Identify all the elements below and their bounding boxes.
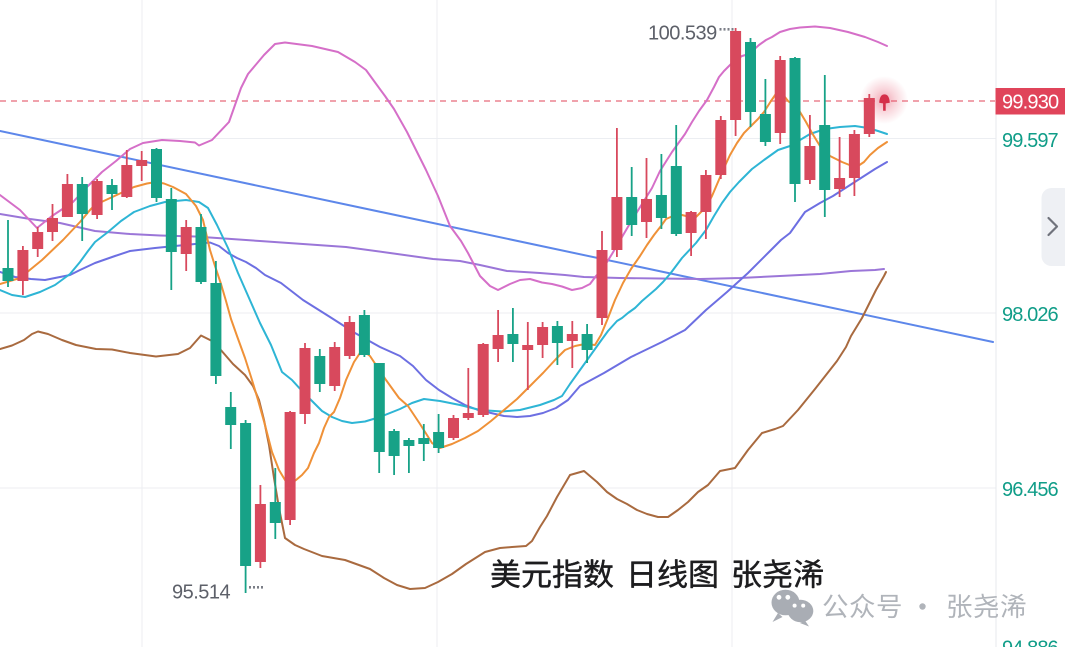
svg-text:99.597: 99.597: [1002, 130, 1059, 152]
svg-text:99.930: 99.930: [1002, 92, 1059, 114]
svg-text:100.539: 100.539: [648, 23, 717, 45]
svg-text:98.026: 98.026: [1002, 304, 1059, 326]
svg-text:96.456: 96.456: [1002, 479, 1059, 501]
svg-text:95.514: 95.514: [172, 582, 231, 604]
svg-text:94.886: 94.886: [1002, 637, 1059, 647]
